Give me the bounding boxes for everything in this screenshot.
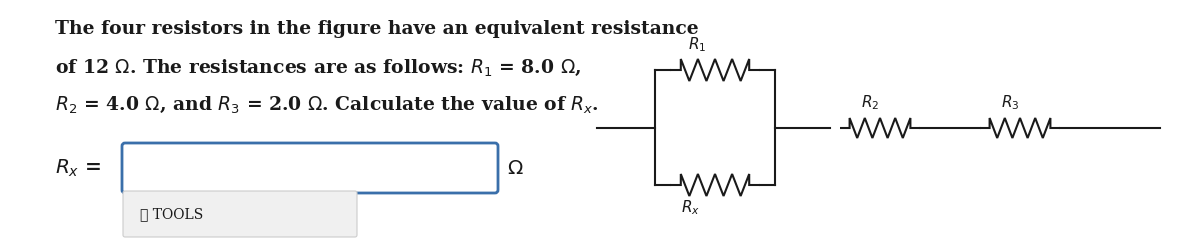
Text: ⚒ TOOLS: ⚒ TOOLS bbox=[140, 207, 203, 221]
FancyBboxPatch shape bbox=[124, 191, 358, 237]
Text: $R_2$ = 4.0 $\Omega$, and $R_3$ = 2.0 $\Omega$. Calculate the value of $R_x$.: $R_2$ = 4.0 $\Omega$, and $R_3$ = 2.0 $\… bbox=[55, 94, 599, 114]
FancyBboxPatch shape bbox=[122, 143, 498, 193]
Text: $R_x$ =: $R_x$ = bbox=[55, 157, 102, 179]
Text: The four resistors in the figure have an equivalent resistance: The four resistors in the figure have an… bbox=[55, 20, 698, 38]
Text: of 12 $\Omega$. The resistances are as follows: $R_1$ = 8.0 $\Omega$,: of 12 $\Omega$. The resistances are as f… bbox=[55, 57, 581, 78]
Text: $R_2$: $R_2$ bbox=[860, 93, 880, 112]
Text: $R_3$: $R_3$ bbox=[1001, 93, 1019, 112]
Text: $R_1$: $R_1$ bbox=[688, 35, 706, 54]
Text: $\Omega$: $\Omega$ bbox=[508, 158, 523, 178]
Text: $R_x$: $R_x$ bbox=[680, 198, 700, 217]
